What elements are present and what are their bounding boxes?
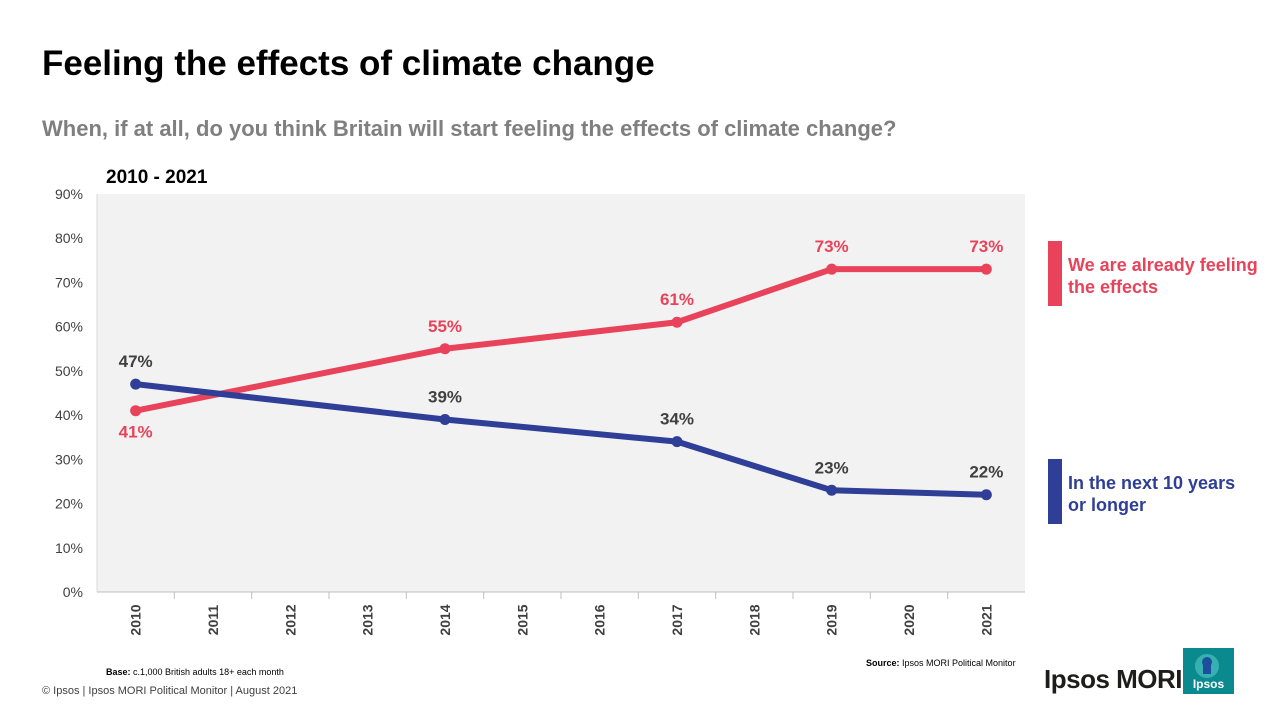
data-label: 61% [660, 290, 694, 309]
data-point [980, 489, 992, 501]
y-tick-label: 80% [55, 230, 83, 246]
y-tick-label: 10% [55, 540, 83, 556]
data-point [439, 343, 451, 355]
data-point [671, 436, 683, 448]
x-tick-label: 2020 [901, 604, 917, 635]
x-tick-label: 2012 [282, 604, 298, 635]
data-point [130, 378, 142, 390]
period-label: 2010 - 2021 [106, 167, 208, 188]
x-tick-label: 2015 [514, 604, 530, 635]
base-note: Base: c.1,000 British adults 18+ each mo… [106, 667, 284, 677]
svg-text:Ipsos: Ipsos [1193, 677, 1225, 691]
ipsos-logo-icon: Ipsos [1183, 648, 1234, 694]
data-point [671, 316, 683, 328]
y-tick-label: 50% [55, 363, 83, 379]
data-point [130, 405, 142, 417]
legend-label-already-feeling: We are already feeling the effects [1068, 255, 1258, 297]
x-tick-label: 2017 [669, 604, 685, 635]
y-tick-label: 20% [55, 496, 83, 512]
y-tick-label: 40% [55, 407, 83, 423]
base-note-text: c.1,000 British adults 18+ each month [133, 667, 284, 677]
y-tick-label: 70% [55, 274, 83, 290]
data-label: 55% [428, 317, 462, 336]
footer-copyright: © Ipsos | Ipsos MORI Political Monitor |… [42, 685, 298, 697]
x-tick-label: 2019 [824, 604, 840, 635]
y-tick-label: 90% [55, 186, 83, 202]
x-tick-label: 2010 [128, 604, 144, 635]
page-title: Feeling the effects of climate change [42, 44, 655, 83]
legend-swatch-red [1048, 241, 1062, 306]
data-label: 23% [815, 458, 849, 477]
data-label: 22% [969, 463, 1003, 482]
data-label: 47% [119, 352, 153, 371]
y-tick-label: 60% [55, 319, 83, 335]
data-point [826, 263, 838, 275]
legend-swatch-blue [1048, 459, 1062, 524]
y-tick-label: 0% [63, 584, 83, 600]
x-tick-label: 2013 [360, 604, 376, 635]
x-tick-label: 2021 [978, 604, 994, 635]
legend-label-next-10-years: In the next 10 years or longer [1068, 473, 1236, 515]
x-tick-label: 2011 [205, 605, 221, 636]
source-note: Source: Ipsos MORI Political Monitor [866, 658, 1016, 668]
data-label: 39% [428, 388, 462, 407]
base-note-label: Base: [106, 667, 131, 677]
source-note-text: Ipsos MORI Political Monitor [902, 658, 1016, 668]
data-label: 41% [119, 423, 153, 442]
x-tick-label: 2018 [746, 604, 762, 635]
data-label: 34% [660, 410, 694, 429]
x-tick-label: 2016 [592, 604, 608, 635]
data-label: 73% [815, 237, 849, 256]
data-point [439, 414, 451, 426]
y-tick-label: 30% [55, 451, 83, 467]
plot-area [97, 194, 1025, 592]
data-point [980, 263, 992, 275]
survey-question: When, if at all, do you think Britain wi… [42, 116, 897, 141]
ipsos-mori-wordmark: Ipsos MORI [1044, 664, 1183, 694]
data-label: 73% [969, 237, 1003, 256]
x-tick-label: 2014 [437, 604, 453, 635]
data-point [826, 484, 838, 496]
source-note-label: Source: [866, 658, 900, 668]
